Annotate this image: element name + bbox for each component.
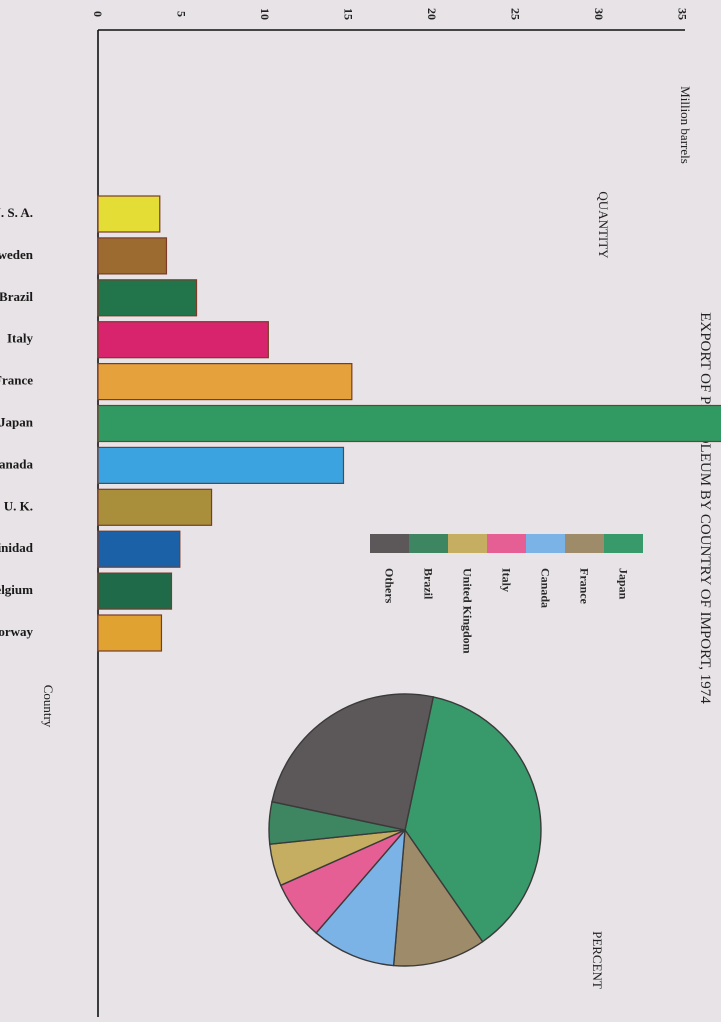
rotated-chart-layer: EXPORT OF PETROLEUM BY COUNTRY OF IMPORT… [0, 8, 721, 1017]
category-label-belgium: Belgium [0, 582, 33, 597]
category-label-usa: U. S. A. [0, 205, 33, 220]
bar-canada [97, 446, 345, 484]
pie-chart [268, 693, 542, 967]
legend-swatch-canada [526, 534, 565, 553]
category-label-uk: U. K. [4, 498, 33, 513]
legend-label-japan: Japan [617, 568, 631, 600]
category-label-trinidad: Trinidad [0, 540, 34, 555]
bar-usa [97, 195, 161, 233]
pie-slice-others [271, 693, 435, 831]
category-label-sweden: Sweden [0, 247, 34, 262]
legend-label-others: Others [383, 568, 397, 604]
y-tick-label-20: 20 [425, 8, 439, 20]
category-labels: U. S. A. Sweden Brazil Italy France Japan Cana… [0, 205, 34, 639]
y-tick-label-10: 10 [258, 8, 272, 20]
bar-sweden [97, 237, 168, 275]
legend-swatch-others [370, 534, 409, 553]
category-label-brazil: Brazil [0, 289, 33, 304]
legend-label-france: France [578, 568, 592, 605]
y-tick-label-30: 30 [592, 8, 606, 20]
quantity-subtitle: QUANTITY [596, 191, 611, 259]
legend-label-unitedkingdom: United Kingdom [461, 568, 475, 654]
pie-slice-canada [315, 827, 406, 967]
category-label-japan: Japan [0, 414, 34, 429]
legend-label-canada: Canada [539, 568, 553, 608]
y-tick-label-15: 15 [342, 8, 356, 20]
legend-swatch-unitedkingdom [448, 534, 487, 553]
bar-series [97, 195, 721, 652]
pie-title: PERCENT [590, 931, 605, 989]
bar-italy [97, 321, 269, 359]
category-label-canada: Canada [0, 456, 33, 471]
bar-france [97, 363, 353, 401]
legend-label-brazil: Brazil [422, 568, 436, 600]
x-axis-label: Country [41, 685, 56, 728]
bar-belgium [97, 572, 173, 610]
bar-norway [97, 614, 163, 652]
category-label-italy: Italy [7, 331, 34, 346]
y-tick-label-25: 25 [509, 8, 523, 20]
pie-slice-japan [404, 696, 542, 943]
bar-japan [97, 404, 721, 443]
pie-legend: Japan France Canada Italy United Kingdom Braz… [370, 534, 643, 654]
y-tick-label-35: 35 [676, 8, 690, 20]
legend-swatch-france [565, 534, 604, 553]
legend-swatch-italy [487, 534, 526, 553]
bar-brazil [97, 279, 198, 317]
legend-label-italy: Italy [500, 568, 514, 592]
bar-uk [97, 488, 213, 526]
category-label-norway: Norway [0, 624, 33, 639]
bar-trinidad [97, 530, 181, 568]
chart-title: EXPORT OF PETROLEUM BY COUNTRY OF IMPORT… [697, 312, 713, 704]
category-label-france: France [0, 373, 33, 388]
y-tick-labels: 0 5 10 15 20 25 30 35 [91, 8, 690, 20]
y-tick-label-0: 0 [91, 11, 105, 17]
legend-swatch-japan [604, 534, 643, 553]
pie-slice-france [392, 828, 484, 967]
y-axis-label: Million barrels [678, 86, 693, 164]
legend-swatch-brazil [409, 534, 448, 553]
y-tick-label-5: 5 [175, 11, 189, 17]
